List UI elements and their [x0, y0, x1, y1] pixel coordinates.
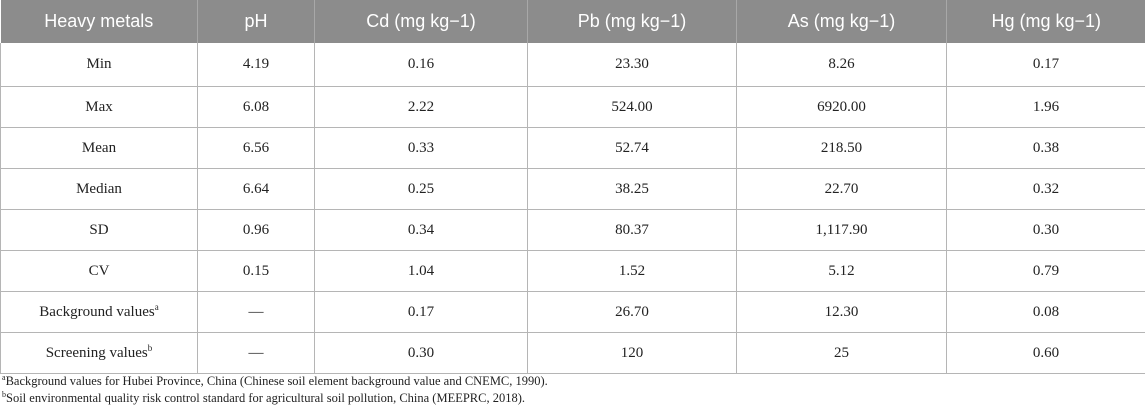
table-row: Screening valuesb — 0.30 120 25 0.60 — [0, 332, 1145, 374]
row-label: Max — [0, 86, 198, 128]
header-hg: Hg (mg kg−1) — [946, 0, 1145, 43]
cell-as: 1,117.90 — [736, 209, 947, 251]
heavy-metals-table-container: Heavy metals pH Cd (mg kg−1) Pb (mg kg−1… — [0, 0, 1145, 374]
cell-cd: 0.17 — [314, 291, 528, 333]
cell-cd: 0.16 — [314, 43, 528, 87]
header-cd: Cd (mg kg−1) — [314, 0, 528, 43]
row-label: Screening valuesb — [0, 332, 198, 374]
footnote-b: bSoil environmental quality risk control… — [2, 390, 548, 407]
cell-hg: 0.17 — [946, 43, 1145, 87]
cell-pb: 1.52 — [527, 250, 737, 292]
cell-as: 5.12 — [736, 250, 947, 292]
cell-ph: — — [197, 332, 315, 374]
cell-as: 25 — [736, 332, 947, 374]
table-row: Median 6.64 0.25 38.25 22.70 0.32 — [0, 168, 1145, 210]
table-row: Max 6.08 2.22 524.00 6920.00 1.96 — [0, 86, 1145, 128]
cell-as: 6920.00 — [736, 86, 947, 128]
cell-as: 12.30 — [736, 291, 947, 333]
table-header-row: Heavy metals pH Cd (mg kg−1) Pb (mg kg−1… — [0, 0, 1145, 43]
cell-ph: 6.08 — [197, 86, 315, 128]
table-row: Mean 6.56 0.33 52.74 218.50 0.38 — [0, 127, 1145, 169]
cell-cd: 0.34 — [314, 209, 528, 251]
cell-hg: 0.79 — [946, 250, 1145, 292]
cell-hg: 0.30 — [946, 209, 1145, 251]
cell-pb: 23.30 — [527, 43, 737, 87]
cell-pb: 26.70 — [527, 291, 737, 333]
cell-cd: 1.04 — [314, 250, 528, 292]
row-label: Mean — [0, 127, 198, 169]
cell-hg: 0.08 — [946, 291, 1145, 333]
header-ph: pH — [197, 0, 315, 43]
footnote-text: Background values for Hubei Province, Ch… — [5, 374, 548, 388]
cell-ph: 0.15 — [197, 250, 315, 292]
footnote-mark: a — [2, 373, 6, 382]
cell-cd: 0.33 — [314, 127, 528, 169]
header-heavy-metals: Heavy metals — [0, 0, 198, 43]
row-label: Min — [0, 43, 198, 87]
cell-as: 22.70 — [736, 168, 947, 210]
footnote-mark: b — [2, 390, 6, 399]
footnote-marker: a — [154, 301, 159, 312]
cell-pb: 80.37 — [527, 209, 737, 251]
cell-ph: — — [197, 291, 315, 333]
footnote-text: Soil environmental quality risk control … — [6, 391, 526, 405]
cell-pb: 52.74 — [527, 127, 737, 169]
cell-hg: 0.38 — [946, 127, 1145, 169]
cell-ph: 6.64 — [197, 168, 315, 210]
cell-as: 8.26 — [736, 43, 947, 87]
footnote-marker: b — [147, 342, 153, 353]
header-as: As (mg kg−1) — [736, 0, 947, 43]
row-label: SD — [0, 209, 198, 251]
cell-ph: 6.56 — [197, 127, 315, 169]
cell-pb: 524.00 — [527, 86, 737, 128]
cell-ph: 4.19 — [197, 43, 315, 87]
row-label: Background valuesa — [0, 291, 198, 333]
heavy-metals-table: Heavy metals pH Cd (mg kg−1) Pb (mg kg−1… — [0, 0, 1145, 374]
table-footnotes: aBackground values for Hubei Province, C… — [2, 373, 548, 407]
cell-pb: 38.25 — [527, 168, 737, 210]
cell-cd: 0.30 — [314, 332, 528, 374]
table-row: SD 0.96 0.34 80.37 1,117.90 0.30 — [0, 209, 1145, 251]
row-label: Median — [0, 168, 198, 210]
table-row: CV 0.15 1.04 1.52 5.12 0.79 — [0, 250, 1145, 292]
cell-hg: 0.60 — [946, 332, 1145, 374]
table-row: Min 4.19 0.16 23.30 8.26 0.17 — [0, 43, 1145, 87]
cell-cd: 2.22 — [314, 86, 528, 128]
cell-cd: 0.25 — [314, 168, 528, 210]
cell-ph: 0.96 — [197, 209, 315, 251]
cell-hg: 0.32 — [946, 168, 1145, 210]
cell-hg: 1.96 — [946, 86, 1145, 128]
cell-pb: 120 — [527, 332, 737, 374]
row-label: CV — [0, 250, 198, 292]
table-row: Background valuesa — 0.17 26.70 12.30 0.… — [0, 291, 1145, 333]
cell-as: 218.50 — [736, 127, 947, 169]
header-pb: Pb (mg kg−1) — [527, 0, 737, 43]
footnote-a: aBackground values for Hubei Province, C… — [2, 373, 548, 390]
